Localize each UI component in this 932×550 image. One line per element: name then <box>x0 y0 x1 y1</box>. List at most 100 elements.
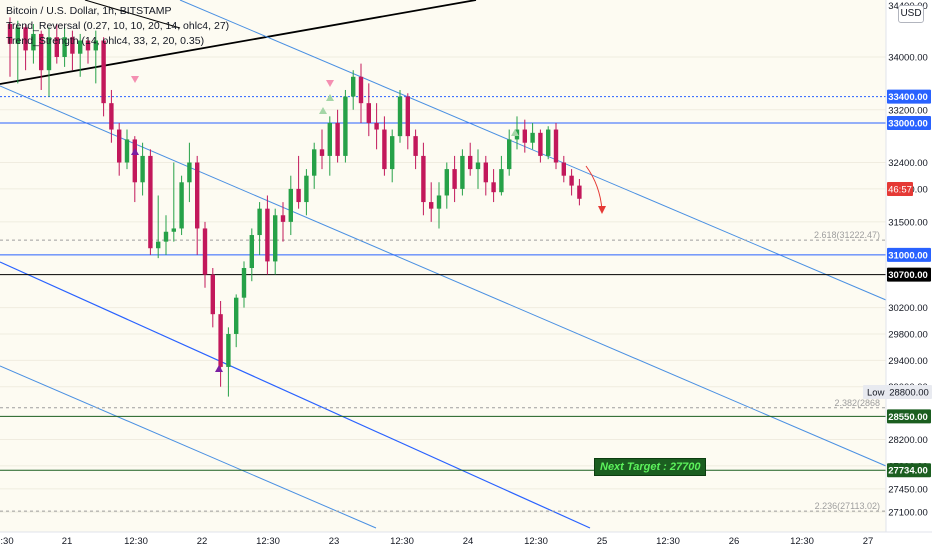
channel-line <box>84 0 181 29</box>
fib-label: 2.236(27113.02) <box>815 501 880 511</box>
grid <box>0 56 886 513</box>
candle-body <box>210 274 215 315</box>
candle-body <box>179 182 184 229</box>
level-price-tag <box>887 89 931 104</box>
next-target-label: Next Target : 27700 <box>594 458 707 476</box>
fib-label: 2.618(31222.47) <box>814 230 880 240</box>
fib-label: 2.382(2868 <box>834 398 880 408</box>
level-price-tag-label: 30700.00 <box>888 270 928 281</box>
low-marker-label: Low <box>867 388 885 399</box>
candle-body <box>202 228 208 275</box>
time-axis-bg <box>0 532 932 550</box>
candle-body <box>257 208 262 236</box>
indicator-trend-reversal[interactable]: Trend_Reversal (0.27, 10, 10, 20, 14, oh… <box>6 20 230 32</box>
candle-body <box>15 27 20 44</box>
candle-body <box>522 129 527 143</box>
level-price-tag-label: 27734.00 <box>888 466 928 477</box>
signal-markers <box>131 76 606 372</box>
channel-line <box>0 261 591 529</box>
price-tick-label: 31500.00 <box>888 217 928 228</box>
plot-background <box>0 0 886 532</box>
candle-body <box>413 136 418 156</box>
symbol-title[interactable]: Bitcoin / U.S. Dollar, 1h, BITSTAMP <box>6 5 172 17</box>
candle-body <box>351 76 356 97</box>
candle-body <box>421 155 426 203</box>
candle-body <box>140 155 145 183</box>
price-tick-label: 27100.00 <box>888 508 928 519</box>
candle-body <box>577 185 582 199</box>
candle-body <box>249 235 254 269</box>
time-tick-label: 12:30 <box>390 536 414 547</box>
buy-signal-marker <box>131 148 139 155</box>
candle-body <box>101 40 106 104</box>
candle-body <box>335 122 340 156</box>
candle-body <box>405 96 410 137</box>
candle-body <box>382 129 387 170</box>
candle-body <box>491 182 496 193</box>
sell-signal-marker <box>131 76 139 83</box>
candles <box>7 17 582 397</box>
candle-body <box>561 162 566 176</box>
time-tick-label: 12:30 <box>256 536 280 547</box>
candle-body <box>366 103 371 123</box>
candle-body <box>46 37 52 71</box>
level-price-tag-label: 31000.00 <box>888 250 928 261</box>
candle-body <box>7 24 13 44</box>
chart-legend: Bitcoin / U.S. Dollar, 1h, BITSTAMP Tren… <box>6 4 229 49</box>
candle-body <box>444 169 449 196</box>
candle-body <box>54 37 59 57</box>
price-axis-bg <box>886 0 932 532</box>
candle-body <box>156 241 161 249</box>
price-tick-label: 30200.00 <box>888 303 928 314</box>
time-tick-label: 12:30 <box>524 536 548 547</box>
candle-body <box>436 195 442 209</box>
time-tick-label: 26 <box>729 536 740 547</box>
time-tick-label: 12:30 <box>790 536 814 547</box>
candle-body <box>31 33 36 51</box>
candle-body <box>343 96 348 156</box>
candle-body <box>288 188 293 222</box>
candle-body <box>475 162 481 170</box>
candle-body <box>429 202 434 209</box>
candle-body <box>218 314 223 367</box>
candle-body <box>171 228 176 232</box>
candle-body <box>312 149 317 176</box>
candle-body <box>452 169 457 189</box>
candle-body <box>546 129 551 156</box>
candle-body <box>374 122 379 130</box>
price-tick-label: 27450.00 <box>888 484 928 495</box>
candle-body <box>538 132 543 156</box>
candle-body <box>319 149 325 156</box>
candle-body <box>93 40 98 51</box>
candle-body <box>234 297 239 334</box>
candle-body <box>553 129 559 163</box>
candle-body <box>39 33 44 71</box>
price-tick-label: 34000.00 <box>888 53 928 64</box>
level-price-tag <box>887 267 931 282</box>
time-axis: :30 21 12:30 22 12:30 23 12:30 24 12:30 25 12:30 26… <box>0 531 932 550</box>
candle-body <box>85 40 91 51</box>
level-price-tag <box>887 115 931 130</box>
buy-signal-marker <box>319 107 327 114</box>
candle-body <box>390 136 395 170</box>
level-price-tag <box>887 463 931 478</box>
horizontal-levels <box>0 96 886 471</box>
candle-body <box>109 103 114 130</box>
candle-body <box>148 155 153 249</box>
candle-body <box>273 215 278 262</box>
channel-line <box>179 0 887 301</box>
candle-body <box>23 27 28 51</box>
channel-line <box>0 365 377 529</box>
level-price-tag <box>887 409 931 424</box>
low-marker-tag <box>863 385 932 399</box>
candle-body <box>187 162 192 183</box>
candle-body <box>499 169 504 193</box>
level-price-tag-label: 28550.00 <box>888 412 928 423</box>
candle-body <box>117 129 122 163</box>
currency-button[interactable]: USD <box>898 5 924 23</box>
indicator-trend-strength[interactable]: Trend_Strength (14, ohlc4, 33, 2, 20, 0.… <box>6 35 205 47</box>
time-tick-label: 23 <box>329 536 340 547</box>
candle-body <box>241 268 247 298</box>
